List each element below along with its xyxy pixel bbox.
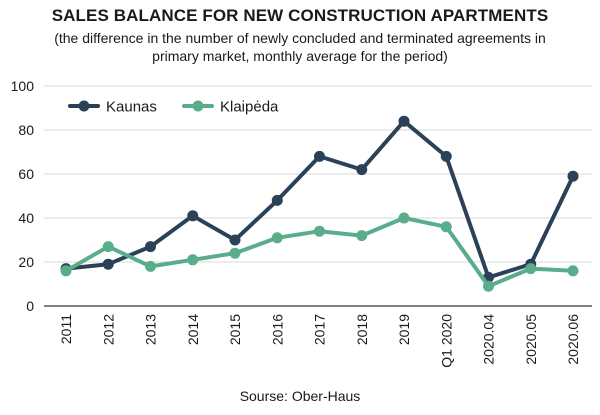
legend-label: Kaunas	[106, 99, 157, 116]
data-point	[271, 232, 283, 244]
data-point	[314, 225, 325, 237]
data-point	[145, 241, 156, 253]
legend: Kaunas Klaipėda	[68, 99, 279, 116]
gridlines	[44, 85, 592, 307]
x-tick-label: Q1 2020	[438, 314, 454, 368]
x-tick-label: 2017	[312, 314, 328, 345]
axes: 0 20 40 60 80 100 2011 2012 2013 2014 2015 2016 2017…	[11, 78, 581, 368]
legend-swatch-marker	[192, 100, 204, 112]
source-note: Sourse: Ober-Haus	[239, 388, 361, 404]
data-point	[440, 221, 452, 233]
series-line-kaunas	[64, 119, 575, 280]
y-tick-label: 20	[18, 254, 34, 270]
x-tick-label: 2020.06	[565, 314, 581, 365]
x-tick-label: 2015	[227, 314, 243, 345]
data-point	[314, 150, 325, 162]
x-tick-label: 2020.05	[523, 314, 539, 365]
data-point	[567, 170, 579, 182]
x-tick-label: 2011	[58, 314, 74, 344]
data-point	[271, 194, 283, 206]
data-point	[398, 212, 410, 224]
data-point	[567, 265, 579, 277]
data-point	[229, 247, 241, 259]
y-tick-label: 0	[26, 298, 34, 314]
x-tick-label: 2012	[100, 314, 116, 345]
x-tick-label: 2014	[185, 314, 201, 345]
data-point	[356, 230, 368, 242]
x-tick-label: 2019	[396, 314, 412, 345]
data-point	[440, 150, 452, 162]
y-tick-label: 80	[18, 122, 34, 138]
data-point	[60, 265, 72, 277]
data-point	[187, 254, 199, 266]
data-point	[398, 115, 410, 127]
y-tick-label: 100	[11, 78, 35, 94]
x-tick-label: 2018	[354, 314, 370, 345]
series-group	[60, 115, 579, 292]
data-point	[102, 258, 114, 270]
data-point	[525, 263, 537, 275]
y-tick-label: 40	[18, 210, 34, 226]
data-point	[356, 164, 368, 176]
x-tick-label: 2013	[143, 314, 159, 345]
data-point	[102, 241, 114, 253]
data-point	[483, 280, 494, 292]
chart-title: SALES BALANCE FOR NEW CONSTRUCTION APART…	[51, 6, 549, 25]
chart-subtitle: (the difference in the number of newly c…	[54, 30, 546, 64]
data-point	[145, 260, 156, 272]
legend-swatch-marker	[78, 100, 90, 112]
x-tick-label: 2020.04	[481, 314, 497, 365]
data-point	[187, 210, 199, 222]
y-tick-label: 60	[18, 166, 34, 182]
legend-label: Klaipėda	[220, 99, 279, 116]
data-point	[229, 234, 241, 246]
x-tick-label: 2016	[269, 314, 285, 345]
